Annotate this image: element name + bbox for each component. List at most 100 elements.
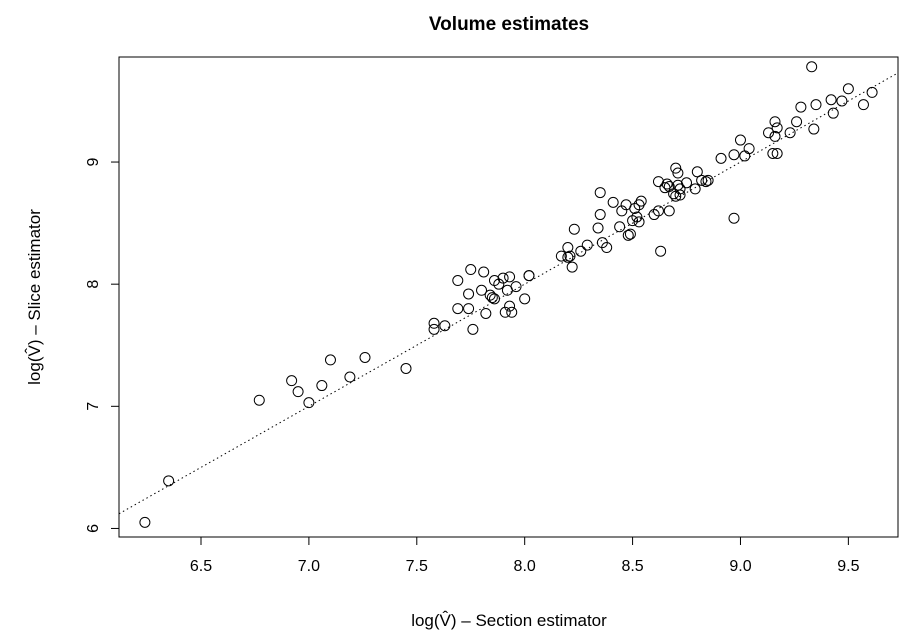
data-point (857, 99, 869, 111)
data-point (562, 242, 574, 254)
data-point (614, 221, 626, 233)
data-point (575, 245, 587, 257)
data-point (467, 323, 479, 335)
data-point (510, 281, 522, 293)
data-point (488, 293, 500, 305)
data-point (836, 95, 848, 107)
data-point (652, 205, 664, 217)
data-point (303, 397, 315, 409)
data-point (635, 195, 647, 207)
data-point (769, 130, 781, 142)
data-point (622, 229, 634, 241)
data-point (428, 317, 440, 329)
data-point (478, 266, 490, 278)
data-point (497, 272, 509, 284)
data-point (734, 134, 746, 146)
data-point (499, 306, 511, 318)
x-tick-label: 6.5 (190, 558, 212, 575)
data-point (566, 261, 578, 273)
points-layer (139, 61, 878, 528)
y-tick-label: 9 (85, 157, 102, 166)
data-point (633, 216, 645, 228)
data-point (139, 516, 151, 528)
data-point (484, 289, 496, 301)
data-point (564, 250, 576, 262)
x-axis-label: log(V̂) – Section estimator (411, 610, 607, 630)
data-point (555, 250, 567, 262)
data-point (504, 271, 516, 283)
data-point (808, 123, 820, 135)
data-point (655, 245, 667, 257)
data-point (784, 127, 796, 139)
data-point (344, 371, 356, 383)
data-point (769, 116, 781, 128)
data-point (866, 86, 878, 98)
data-point (672, 167, 684, 179)
x-tick-label: 7.0 (298, 558, 320, 575)
x-tick-label: 8.0 (514, 558, 536, 575)
data-point (400, 362, 412, 374)
data-point (465, 264, 477, 276)
chart-title: Volume estimates (429, 14, 589, 35)
data-point (663, 205, 675, 217)
data-point (163, 475, 175, 487)
reference-line (118, 72, 899, 515)
data-point (624, 228, 636, 240)
data-point (439, 320, 451, 332)
data-point (743, 143, 755, 155)
data-point (674, 189, 686, 201)
data-point (700, 176, 712, 188)
data-point (463, 288, 475, 300)
data-point (633, 199, 645, 211)
data-point (253, 394, 265, 406)
data-point (601, 242, 613, 254)
data-point (592, 222, 604, 234)
data-point (795, 101, 807, 113)
data-point (568, 223, 580, 235)
reference-line-layer (118, 72, 899, 515)
data-point (607, 196, 619, 208)
data-point (842, 83, 854, 95)
data-point (286, 375, 298, 387)
x-tick-label: 9.5 (837, 558, 859, 575)
data-point (681, 177, 693, 189)
data-point (825, 94, 837, 106)
data-point (791, 116, 803, 128)
data-point (594, 187, 606, 199)
data-point (827, 107, 839, 119)
data-point (486, 292, 498, 304)
y-tick-label: 7 (85, 402, 102, 411)
x-tick-label: 7.5 (406, 558, 428, 575)
data-point (691, 166, 703, 178)
data-point (715, 152, 727, 164)
x-tick-label: 8.5 (621, 558, 643, 575)
data-point (581, 239, 593, 251)
data-point (504, 300, 516, 312)
data-point (739, 150, 751, 162)
data-point (728, 212, 740, 224)
y-axis-label: log(V̂) – Slice estimator (24, 209, 44, 385)
data-point (771, 147, 783, 159)
data-point (661, 178, 673, 190)
data-point (763, 127, 775, 139)
data-point (316, 380, 328, 392)
data-point (806, 61, 818, 73)
data-point (519, 293, 531, 305)
data-point (506, 306, 518, 318)
data-point (702, 174, 714, 186)
data-point (631, 211, 643, 223)
x-tick-label: 9.0 (729, 558, 751, 575)
data-point (594, 209, 606, 221)
data-point (452, 275, 464, 287)
data-point (652, 176, 664, 188)
data-point (523, 270, 535, 282)
data-point (810, 99, 822, 111)
data-point (616, 205, 628, 217)
y-axis: 6 7 8 9 (85, 157, 120, 533)
data-point (324, 354, 336, 366)
data-point (767, 147, 779, 159)
data-point (674, 183, 686, 195)
x-axis: 6.5 7.0 7.5 8.0 8.5 9.0 9.5 (190, 536, 860, 575)
y-tick-label: 8 (85, 280, 102, 289)
